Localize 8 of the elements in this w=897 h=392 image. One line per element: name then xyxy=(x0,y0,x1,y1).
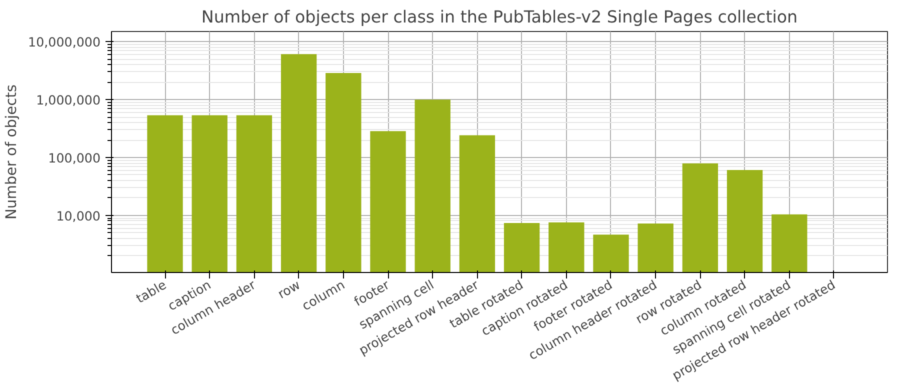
x-tick-label: row xyxy=(275,277,303,302)
chart-title: Number of objects per class in the PubTables-v2 Single Pages collection xyxy=(201,8,798,26)
y-axis-title: Number of objects xyxy=(3,84,20,220)
x-tick-label: table xyxy=(134,276,169,306)
y-tick-label: 1,000,000 xyxy=(36,92,101,108)
y-tick-label: 10,000,000 xyxy=(28,34,101,50)
y-tick-label: 10,000 xyxy=(56,208,101,224)
y-tick-label: 100,000 xyxy=(48,150,101,166)
